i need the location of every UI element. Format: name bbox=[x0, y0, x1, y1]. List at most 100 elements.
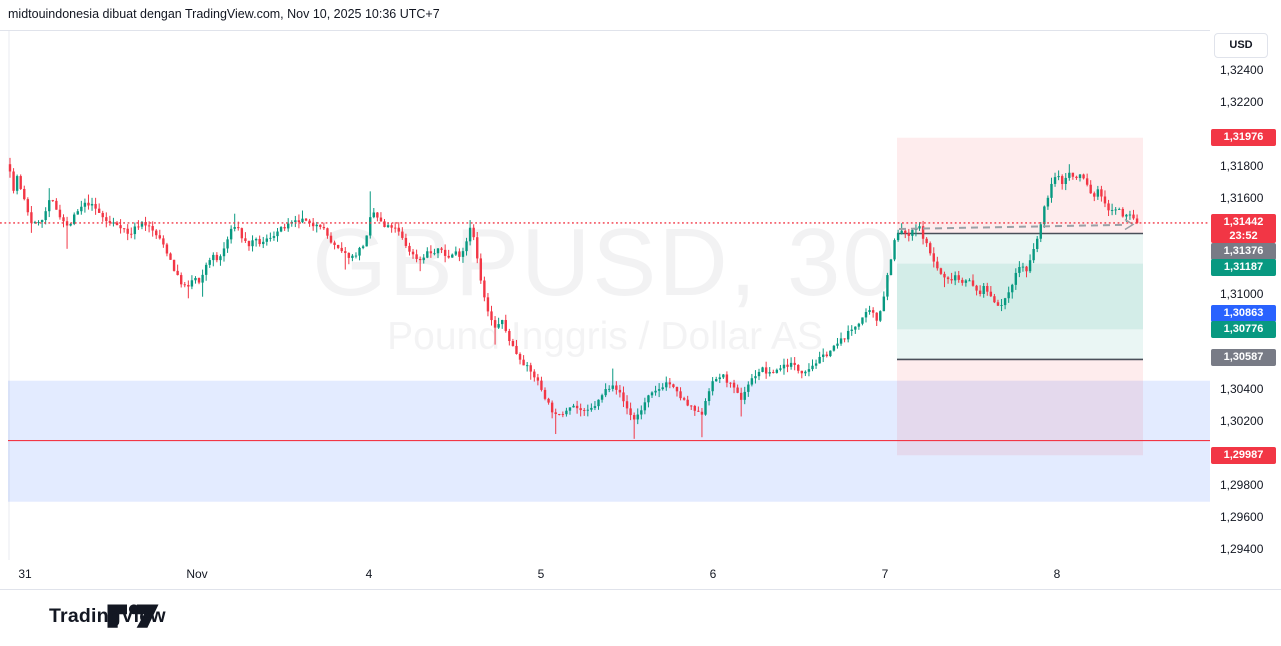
price-badge: 1,31442 23:52 bbox=[1211, 213, 1276, 243]
candle bbox=[722, 374, 725, 378]
candlestick-chart[interactable] bbox=[0, 30, 1210, 560]
candle bbox=[1007, 292, 1010, 299]
candle bbox=[415, 254, 418, 259]
candle bbox=[40, 220, 44, 223]
candle bbox=[886, 275, 889, 297]
candle bbox=[889, 259, 893, 276]
candle bbox=[1118, 208, 1121, 210]
candle bbox=[665, 382, 668, 388]
candle bbox=[896, 233, 900, 241]
candle bbox=[604, 389, 607, 396]
candle bbox=[229, 228, 233, 240]
time-tick-label: Nov bbox=[186, 567, 208, 581]
candle bbox=[376, 212, 379, 218]
candle bbox=[1135, 218, 1139, 223]
candle bbox=[155, 230, 158, 236]
candle bbox=[982, 285, 985, 295]
candle bbox=[208, 260, 211, 265]
candle bbox=[251, 240, 254, 247]
candle bbox=[1114, 209, 1117, 211]
candle bbox=[390, 225, 393, 228]
candle bbox=[76, 211, 79, 215]
candle bbox=[44, 211, 47, 221]
candle bbox=[686, 399, 689, 406]
candle bbox=[429, 251, 433, 254]
candle bbox=[736, 387, 739, 393]
candle bbox=[814, 363, 818, 366]
candle bbox=[1053, 177, 1057, 184]
candle bbox=[946, 277, 950, 280]
time-axis[interactable]: 31 Nov 4 5 6 7 8 bbox=[0, 560, 1210, 589]
price-tick-label: 1,32400 bbox=[1220, 63, 1264, 77]
candle bbox=[893, 240, 896, 260]
candle bbox=[87, 202, 90, 206]
candle bbox=[657, 389, 661, 391]
candle bbox=[1011, 284, 1014, 293]
candle bbox=[130, 233, 133, 235]
candle bbox=[94, 203, 97, 209]
candle bbox=[1032, 248, 1035, 261]
candle bbox=[461, 251, 465, 257]
candle bbox=[975, 285, 978, 291]
price-axis[interactable]: USD 1,324001,322001,320001,318001,316001… bbox=[1210, 30, 1281, 589]
candle bbox=[504, 320, 507, 331]
currency-toggle-button[interactable]: USD bbox=[1214, 33, 1268, 58]
price-tick-label: 1,31000 bbox=[1220, 287, 1264, 301]
candle bbox=[707, 391, 711, 402]
candle bbox=[829, 350, 832, 357]
candle bbox=[661, 387, 664, 390]
candle bbox=[493, 320, 497, 328]
candle bbox=[144, 222, 147, 226]
candle bbox=[986, 285, 989, 292]
candle bbox=[1107, 203, 1110, 211]
candle bbox=[372, 212, 376, 218]
dashed-arrow-line bbox=[898, 223, 1128, 230]
candle bbox=[1110, 210, 1114, 211]
candle bbox=[543, 389, 547, 399]
candle bbox=[272, 236, 276, 238]
candle bbox=[379, 217, 383, 222]
candle bbox=[879, 311, 882, 321]
candle bbox=[126, 228, 129, 234]
candle bbox=[1050, 183, 1053, 198]
candle bbox=[857, 323, 861, 327]
candle bbox=[269, 237, 272, 239]
candle bbox=[201, 274, 204, 283]
candle bbox=[23, 188, 26, 200]
tradingview-wordmark[interactable]: TradingView bbox=[49, 605, 166, 627]
candle bbox=[1064, 177, 1067, 184]
candle bbox=[336, 244, 340, 248]
candle bbox=[33, 222, 37, 224]
candle bbox=[836, 343, 839, 346]
candle bbox=[433, 253, 436, 255]
candle bbox=[1075, 176, 1078, 178]
candle bbox=[62, 217, 65, 222]
candle bbox=[258, 238, 261, 245]
candle bbox=[436, 248, 440, 254]
candle bbox=[921, 226, 925, 239]
candle bbox=[12, 171, 15, 191]
price-tick-label: 1,29800 bbox=[1220, 478, 1264, 492]
candle bbox=[1018, 267, 1021, 273]
candle bbox=[354, 255, 358, 257]
candle bbox=[522, 359, 525, 366]
candle bbox=[715, 379, 718, 382]
candle bbox=[283, 227, 286, 229]
candle bbox=[904, 230, 907, 234]
candle bbox=[918, 226, 921, 229]
price-tick-label: 1,29600 bbox=[1220, 510, 1264, 524]
tradingview-logo-icon[interactable] bbox=[13, 603, 253, 633]
candle bbox=[361, 246, 365, 248]
candle bbox=[629, 408, 632, 416]
candle bbox=[625, 401, 629, 409]
candle bbox=[693, 406, 697, 411]
candle bbox=[226, 239, 229, 249]
candle bbox=[558, 414, 561, 415]
candle bbox=[329, 235, 333, 243]
pane-top-border bbox=[0, 30, 1281, 31]
candle bbox=[508, 330, 511, 341]
candle bbox=[800, 370, 804, 374]
candle bbox=[1068, 172, 1071, 178]
time-tick-label: 7 bbox=[881, 567, 889, 581]
candle bbox=[26, 199, 30, 213]
